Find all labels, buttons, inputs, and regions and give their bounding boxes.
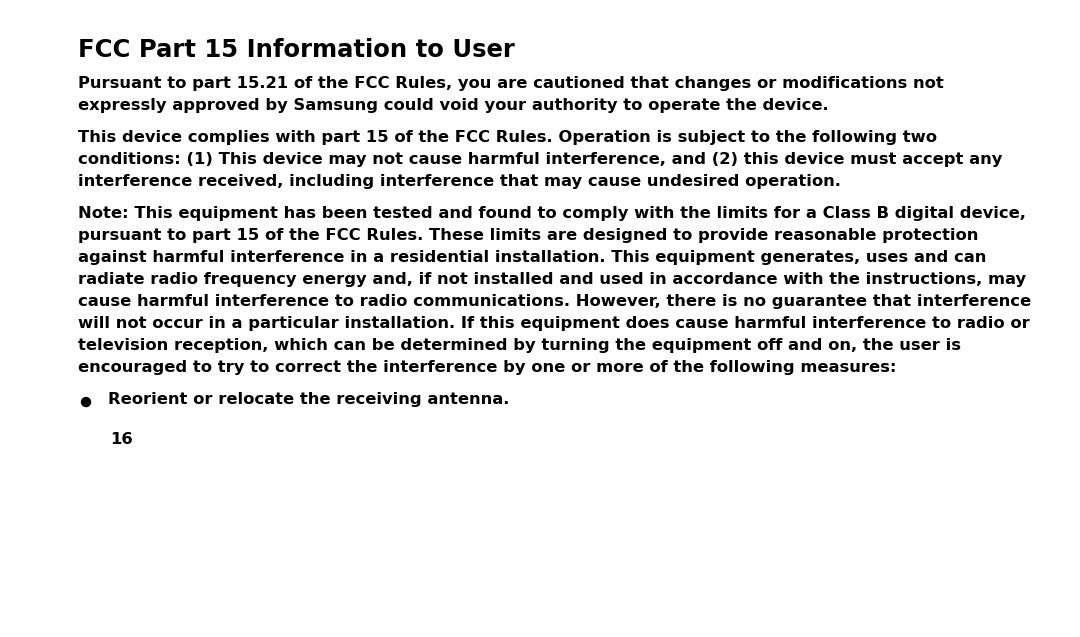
Text: This device complies with part 15 of the FCC Rules. Operation is subject to the : This device complies with part 15 of the… bbox=[78, 130, 937, 145]
Text: FCC Part 15 Information to User: FCC Part 15 Information to User bbox=[78, 38, 515, 62]
Text: Pursuant to part 15.21 of the FCC Rules, you are cautioned that changes or modif: Pursuant to part 15.21 of the FCC Rules,… bbox=[78, 76, 944, 91]
Text: conditions: (1) This device may not cause harmful interference, and (2) this dev: conditions: (1) This device may not caus… bbox=[78, 152, 1002, 167]
Text: cause harmful interference to radio communications. However, there is no guarant: cause harmful interference to radio comm… bbox=[78, 294, 1031, 309]
Text: Note: This equipment has been tested and found to comply with the limits for a C: Note: This equipment has been tested and… bbox=[78, 206, 1026, 221]
Text: television reception, which can be determined by turning the equipment off and o: television reception, which can be deter… bbox=[78, 338, 961, 353]
Text: pursuant to part 15 of the FCC Rules. These limits are designed to provide reaso: pursuant to part 15 of the FCC Rules. Th… bbox=[78, 228, 978, 243]
Text: radiate radio frequency energy and, if not installed and used in accordance with: radiate radio frequency energy and, if n… bbox=[78, 272, 1026, 287]
Text: 16: 16 bbox=[110, 432, 133, 447]
Circle shape bbox=[81, 397, 91, 406]
Text: against harmful interference in a residential installation. This equipment gener: against harmful interference in a reside… bbox=[78, 250, 986, 265]
Text: expressly approved by Samsung could void your authority to operate the device.: expressly approved by Samsung could void… bbox=[78, 98, 828, 113]
Text: interference received, including interference that may cause undesired operation: interference received, including interfe… bbox=[78, 174, 841, 189]
Text: Reorient or relocate the receiving antenna.: Reorient or relocate the receiving anten… bbox=[108, 392, 510, 407]
Text: will not occur in a particular installation. If this equipment does cause harmfu: will not occur in a particular installat… bbox=[78, 316, 1029, 331]
Text: encouraged to try to correct the interference by one or more of the following me: encouraged to try to correct the interfe… bbox=[78, 360, 896, 375]
